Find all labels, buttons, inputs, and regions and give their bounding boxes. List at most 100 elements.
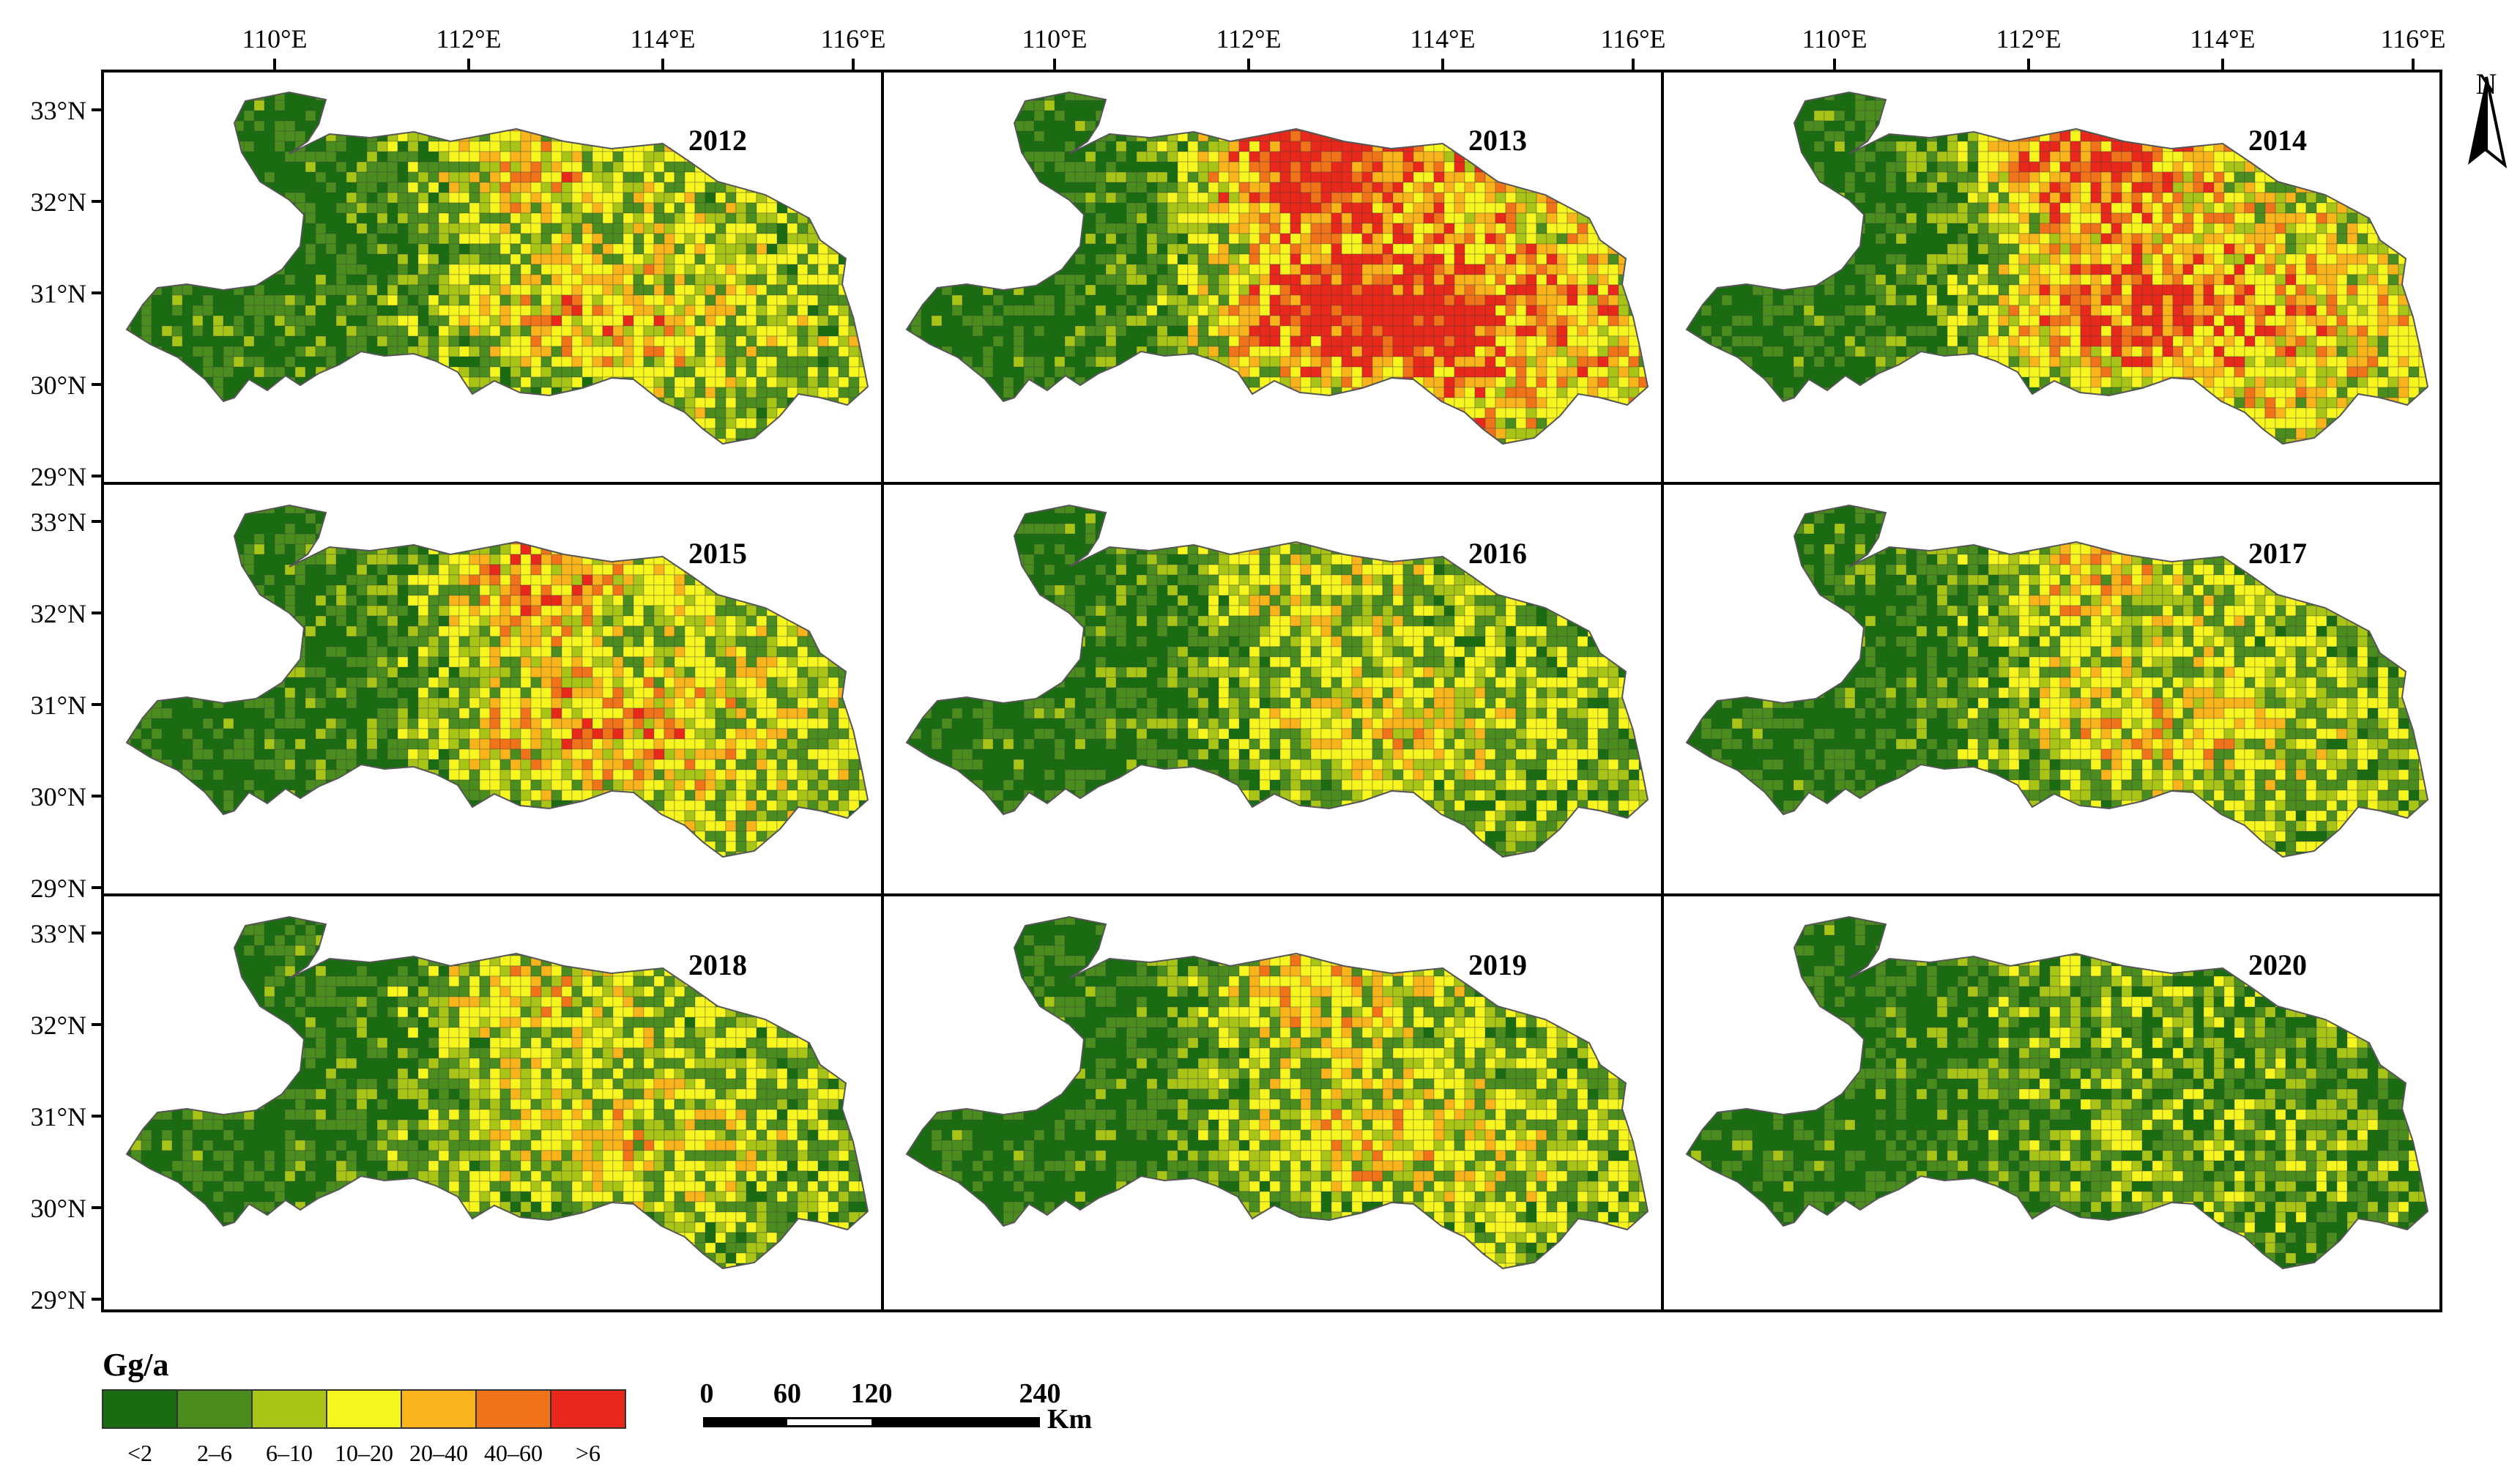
grid-cell bbox=[458, 253, 470, 265]
grid-cell bbox=[1885, 376, 1897, 388]
grid-cell bbox=[1167, 212, 1178, 224]
grid-cell bbox=[2141, 417, 2153, 429]
grid-cell bbox=[1351, 294, 1363, 306]
grid-cell bbox=[2080, 100, 2092, 111]
grid-cell bbox=[684, 376, 696, 388]
grid-cell bbox=[1936, 376, 1948, 388]
grid-cell bbox=[848, 407, 860, 419]
grid-cell bbox=[1454, 253, 1465, 265]
grid-cell bbox=[387, 335, 398, 347]
grid-cell bbox=[366, 315, 378, 327]
grid-cell bbox=[1587, 407, 1599, 419]
grid-cell bbox=[438, 120, 450, 132]
grid-cell bbox=[1628, 417, 1640, 429]
grid-cell bbox=[520, 397, 532, 409]
grid-cell bbox=[858, 325, 868, 337]
grid-cell bbox=[571, 161, 583, 173]
grid-cell bbox=[2131, 376, 2143, 388]
grid-cell bbox=[561, 253, 573, 265]
grid-cell bbox=[438, 202, 450, 214]
grid-cell bbox=[1249, 274, 1260, 286]
grid-cell bbox=[1218, 407, 1230, 419]
grid-cell bbox=[1587, 305, 1599, 316]
grid-cell bbox=[1136, 315, 1148, 327]
grid-cell bbox=[540, 407, 552, 419]
grid-cell bbox=[1423, 397, 1435, 409]
grid-cell bbox=[1977, 110, 1989, 122]
grid-cell bbox=[1484, 233, 1496, 245]
grid-cell bbox=[1854, 407, 1866, 419]
grid-cell bbox=[2008, 417, 2020, 429]
grid-cell bbox=[633, 294, 644, 306]
grid-cell bbox=[1618, 253, 1629, 265]
grid-cell bbox=[1474, 366, 1486, 378]
grid-cell bbox=[1279, 212, 1291, 224]
grid-cell bbox=[1936, 151, 1948, 163]
grid-cell bbox=[1628, 223, 1640, 234]
grid-cell bbox=[1495, 417, 1506, 429]
grid-cell bbox=[1936, 223, 1948, 234]
grid-cell bbox=[1259, 202, 1271, 214]
grid-cell bbox=[1607, 161, 1619, 173]
grid-cell bbox=[602, 387, 614, 398]
grid-cell bbox=[2039, 366, 2051, 378]
grid-cell bbox=[1156, 366, 1168, 378]
grid-cell bbox=[2131, 130, 2143, 142]
grid-cell bbox=[1105, 274, 1117, 286]
map-panel-2013: 2013 bbox=[906, 92, 1659, 445]
grid-cell bbox=[1803, 335, 1815, 347]
grid-cell bbox=[1525, 387, 1537, 398]
grid-cell bbox=[1577, 387, 1588, 398]
grid-cell bbox=[797, 335, 809, 347]
grid-cell bbox=[1536, 100, 1547, 111]
grid-cell bbox=[2008, 110, 2020, 122]
grid-cell bbox=[776, 397, 788, 409]
grid-cell bbox=[1382, 151, 1394, 163]
grid-cell bbox=[1105, 346, 1117, 357]
grid-cell bbox=[1957, 315, 1969, 327]
grid-cell bbox=[1926, 171, 1938, 183]
grid-cell bbox=[2131, 253, 2143, 265]
grid-cell bbox=[1187, 284, 1199, 296]
grid-cell bbox=[520, 192, 532, 204]
grid-cell bbox=[2141, 243, 2153, 255]
grid-cell bbox=[417, 100, 429, 111]
grid-cell bbox=[499, 284, 511, 296]
grid-cell bbox=[1259, 223, 1271, 234]
grid-cell bbox=[807, 253, 819, 265]
grid-cell bbox=[2131, 264, 2143, 275]
grid-cell bbox=[130, 438, 142, 444]
grid-cell bbox=[1844, 397, 1856, 409]
grid-cell bbox=[1936, 417, 1948, 429]
grid-cell bbox=[694, 376, 706, 388]
grid-cell bbox=[766, 141, 778, 152]
grid-cell bbox=[1392, 223, 1404, 234]
grid-cell bbox=[972, 110, 984, 122]
grid-cell bbox=[705, 274, 716, 286]
grid-cell bbox=[817, 315, 829, 327]
grid-cell bbox=[1484, 161, 1496, 173]
grid-cell bbox=[592, 397, 603, 409]
grid-cell bbox=[1577, 223, 1588, 234]
grid-cell bbox=[1988, 243, 1999, 255]
grid-cell bbox=[1095, 428, 1107, 439]
grid-cell bbox=[499, 346, 511, 357]
grid-cell bbox=[458, 284, 470, 296]
grid-cell bbox=[1525, 141, 1537, 152]
grid-cell bbox=[1413, 294, 1424, 306]
grid-cell bbox=[1947, 202, 1958, 214]
grid-cell bbox=[1115, 264, 1127, 275]
grid-cell bbox=[848, 100, 860, 111]
grid-cell bbox=[1197, 192, 1209, 204]
grid-cell bbox=[602, 130, 614, 142]
grid-cell bbox=[992, 233, 1004, 245]
grid-cell bbox=[1865, 305, 1876, 316]
grid-cell bbox=[448, 202, 460, 214]
grid-cell bbox=[1587, 274, 1599, 286]
grid-cell bbox=[705, 305, 716, 316]
grid-cell bbox=[2049, 356, 2061, 368]
grid-cell bbox=[1649, 234, 1659, 244]
grid-cell bbox=[1115, 284, 1127, 296]
grid-cell bbox=[1187, 428, 1199, 439]
grid-cell bbox=[848, 171, 860, 183]
